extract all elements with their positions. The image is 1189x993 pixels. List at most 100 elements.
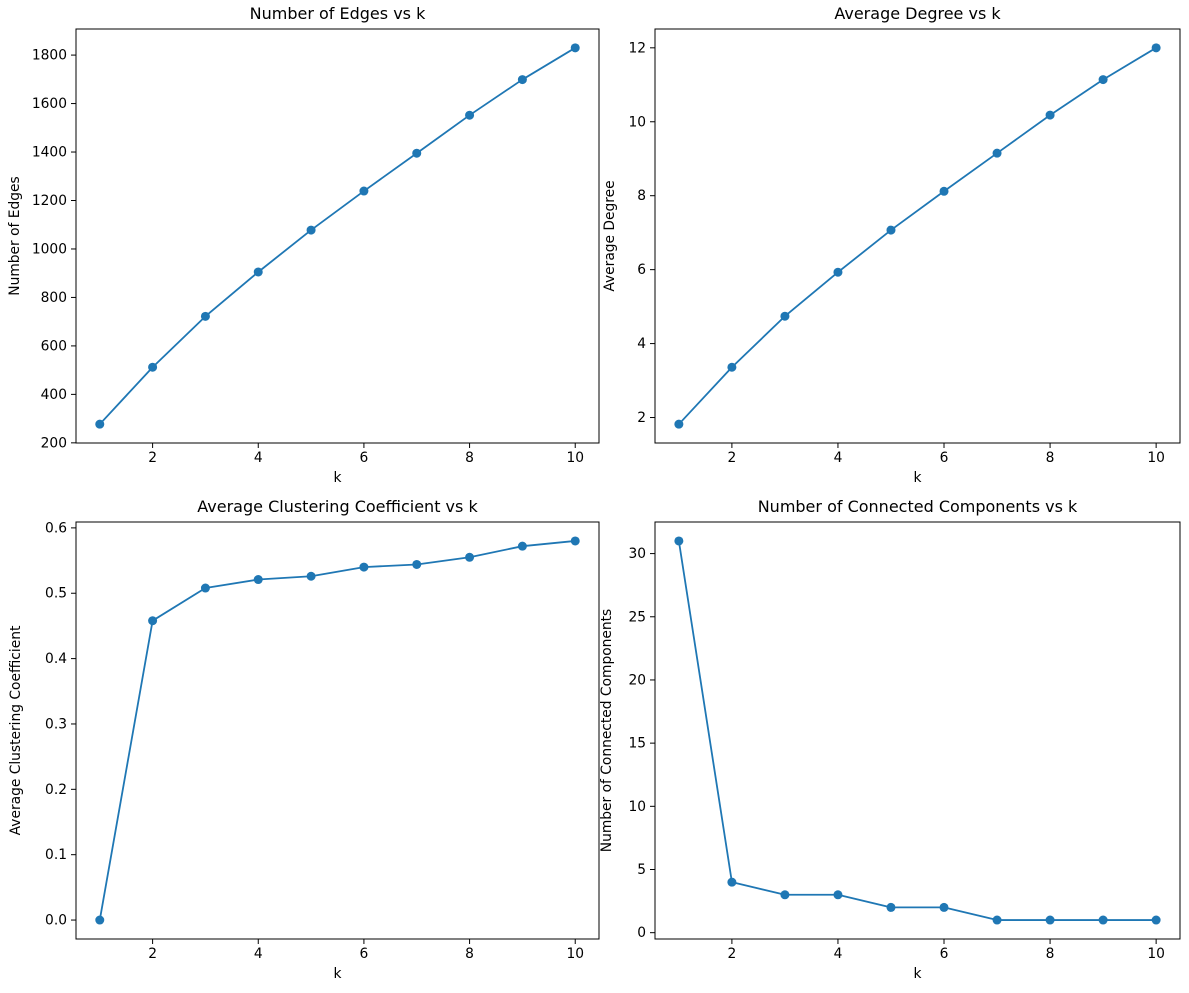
y-tick-label: 6 <box>637 262 646 278</box>
y-tick-label: 20 <box>628 672 646 688</box>
y-tick-label: 30 <box>628 546 646 562</box>
data-point-clustering-k2 <box>148 616 158 626</box>
y-tick-label: 0 <box>637 925 646 941</box>
x-tick-label: 6 <box>940 450 949 466</box>
axes-frame-clustering <box>75 521 600 940</box>
data-point-avg-degree-k7 <box>992 148 1002 158</box>
y-tick-label: 1600 <box>32 96 67 112</box>
axes-frame-edges <box>75 28 600 444</box>
y-tick-label: 12 <box>628 40 646 56</box>
y-tick-label: 0.1 <box>45 847 67 863</box>
data-point-avg-degree-k4 <box>833 267 843 277</box>
y-tick-label: 0.5 <box>45 586 67 602</box>
x-tick-label: 4 <box>254 946 263 962</box>
data-point-components-k8 <box>1045 915 1055 925</box>
data-point-edges-k7 <box>412 148 422 158</box>
y-tick-label: 10 <box>628 799 646 815</box>
y-tick-label: 2 <box>637 410 646 426</box>
subplot-components: 2 4 6 8 10 0 5 10 15 20 25 30 Number of Connected Co… <box>599 497 1181 982</box>
data-point-avg-degree-k3 <box>780 311 790 321</box>
x-tick-label: 10 <box>1147 946 1165 962</box>
y-tick-label: 800 <box>41 290 67 306</box>
y-tick-label: 600 <box>41 338 67 354</box>
subplot-edges: 2 4 6 8 10 200 400 600 800 1000 1200 1400 1600 1800 Nu… <box>7 4 600 486</box>
y-tick-label: 0.2 <box>45 782 67 798</box>
subplot-clustering: 2 4 6 8 10 0.0 0.1 0.2 0.3 0.4 0.5 0.6 Average Clust… <box>8 497 600 982</box>
y-tick-label: 5 <box>637 862 646 878</box>
axes-frame-components <box>654 521 1181 940</box>
y-tick-label: 0.0 <box>45 913 67 929</box>
data-point-clustering-k10 <box>570 536 580 546</box>
data-point-edges-k4 <box>253 267 263 277</box>
y-tick-label: 0.3 <box>45 716 67 732</box>
data-point-edges-k5 <box>306 225 316 235</box>
data-point-avg-degree-k10 <box>1151 43 1161 53</box>
data-point-clustering-k4 <box>253 575 263 585</box>
data-line-components <box>677 540 1158 921</box>
data-point-clustering-k7 <box>412 559 422 569</box>
x-tick-label: 4 <box>254 450 263 466</box>
y-tick-label: 200 <box>41 435 67 451</box>
x-tick-label: 4 <box>834 450 843 466</box>
y-axis-label-components: Number of Connected Components <box>599 609 615 852</box>
y-axis-label-avg-degree: Average Degree <box>602 180 618 291</box>
data-point-avg-degree-k2 <box>727 362 737 372</box>
x-tick-label: 2 <box>728 946 737 962</box>
data-point-edges-k2 <box>148 362 158 372</box>
x-tick-label: 8 <box>1046 946 1055 962</box>
x-tick-label: 8 <box>465 450 474 466</box>
y-tick-label: 1400 <box>32 145 67 161</box>
axes-frame-avg-degree <box>654 28 1181 444</box>
y-tick-label: 0.4 <box>45 651 67 667</box>
x-axis-label-clustering: k <box>334 966 342 982</box>
data-point-clustering-k1 <box>95 915 105 925</box>
data-point-components-k3 <box>780 890 790 900</box>
data-point-edges-k1 <box>95 419 105 429</box>
y-tick-label: 1800 <box>32 48 67 64</box>
data-point-avg-degree-k1 <box>674 419 684 429</box>
y-tick-label: 4 <box>637 336 646 352</box>
chart-title-edges: Number of Edges vs k <box>250 4 426 23</box>
data-point-components-k9 <box>1098 915 1108 925</box>
chart-title-components: Number of Connected Components vs k <box>758 497 1078 516</box>
data-line-clustering <box>98 540 577 921</box>
data-point-clustering-k6 <box>359 562 369 572</box>
x-tick-label: 4 <box>834 946 843 962</box>
data-point-clustering-k5 <box>306 571 316 581</box>
x-tick-label: 6 <box>940 946 949 962</box>
y-tick-label: 0.6 <box>45 520 67 536</box>
y-tick-label: 25 <box>628 609 646 625</box>
y-axis-label-edges: Number of Edges <box>7 176 23 295</box>
x-tick-label: 8 <box>465 946 474 962</box>
data-point-components-k6 <box>939 902 949 912</box>
data-point-edges-k9 <box>517 75 527 85</box>
data-point-components-k2 <box>727 877 737 887</box>
y-tick-label: 15 <box>628 736 646 752</box>
y-tick-label: 400 <box>41 387 67 403</box>
data-point-components-k1 <box>674 536 684 546</box>
x-tick-label: 10 <box>566 946 584 962</box>
y-tick-label: 8 <box>637 188 646 204</box>
x-tick-label: 2 <box>728 450 737 466</box>
x-tick-label: 2 <box>148 946 157 962</box>
chart-title-avg-degree: Average Degree vs k <box>834 4 1001 23</box>
x-tick-label: 10 <box>566 450 584 466</box>
data-point-components-k5 <box>886 902 896 912</box>
y-tick-label: 1200 <box>32 193 67 209</box>
data-point-avg-degree-k5 <box>886 225 896 235</box>
data-line-avg-degree <box>677 46 1158 426</box>
data-point-avg-degree-k6 <box>939 186 949 196</box>
x-tick-label: 10 <box>1147 450 1165 466</box>
x-tick-label: 6 <box>360 946 369 962</box>
x-axis-label-components: k <box>914 966 922 982</box>
data-point-edges-k10 <box>570 43 580 53</box>
data-point-clustering-k9 <box>517 541 527 551</box>
data-point-components-k10 <box>1151 915 1161 925</box>
data-line-edges <box>98 46 577 426</box>
data-point-clustering-k8 <box>465 552 475 562</box>
x-axis-label-edges: k <box>334 470 342 486</box>
chart-title-clustering: Average Clustering Coefficient vs k <box>197 497 478 516</box>
x-axis-label-avg-degree: k <box>914 470 922 486</box>
